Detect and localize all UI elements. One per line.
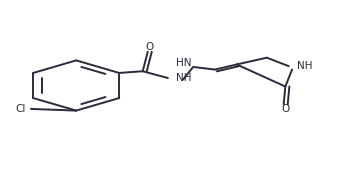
Text: HN: HN <box>176 58 191 68</box>
Text: NH: NH <box>176 73 192 83</box>
Text: O: O <box>281 104 290 114</box>
Text: Cl: Cl <box>16 104 26 114</box>
Text: NH: NH <box>297 61 313 71</box>
Text: O: O <box>146 42 154 52</box>
